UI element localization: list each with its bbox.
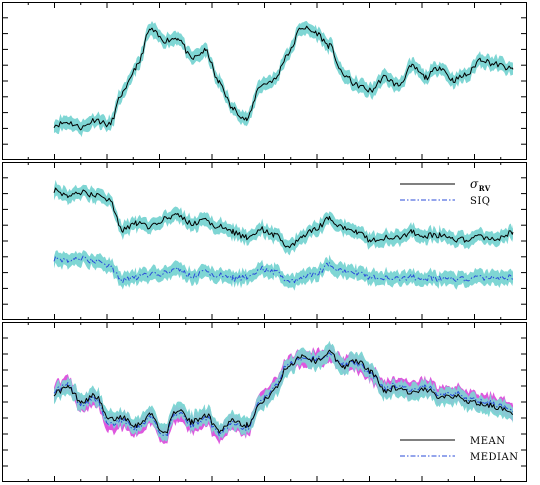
legend-label-middle-0: σRV (470, 177, 491, 193)
plot-area-middle (53, 179, 514, 291)
series-line-middle-1 (53, 255, 514, 284)
plot-area-top (53, 21, 514, 138)
band-bottom-overlay (54, 340, 513, 442)
series-line-top-0 (53, 25, 514, 131)
legend-label-bottom-1: MEDIAN (470, 452, 518, 463)
series-line-middle-0 (53, 187, 514, 249)
legend-bottom: MEAN MEDIAN (400, 436, 518, 463)
band-middle-1 (54, 250, 513, 291)
series-line-bottom-0 (53, 349, 514, 434)
legend-label-middle-1: SIQ (470, 196, 491, 207)
panels: σRV SIQ MEAN MEDIAN (2, 2, 527, 482)
legend-middle: σRV SIQ (400, 177, 491, 207)
band-top-0 (54, 21, 513, 138)
series-line-bottom-1 (53, 352, 514, 437)
panel-bottom: MEAN MEDIAN (2, 322, 527, 482)
plot-area-bottom (53, 340, 514, 445)
panel-middle: σRV SIQ (2, 162, 527, 320)
legend-label-bottom-0: MEAN (470, 436, 506, 447)
panel-top (2, 2, 527, 160)
